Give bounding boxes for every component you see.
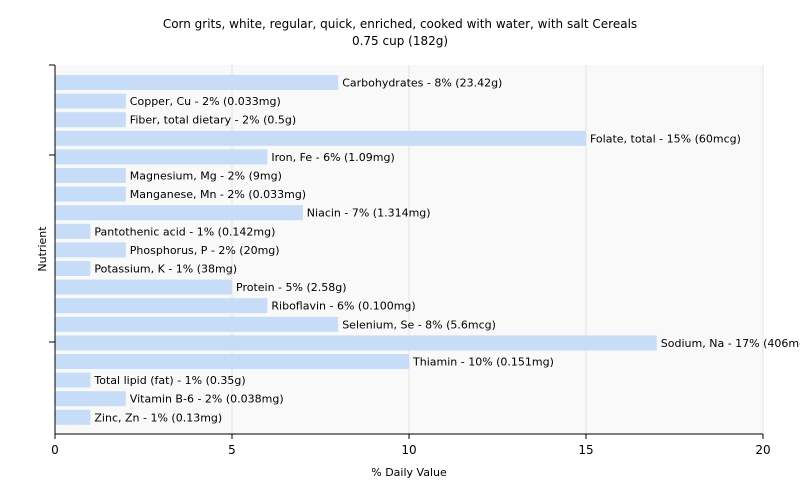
y-axis-label: Nutrient (36, 226, 49, 272)
chart-title: Corn grits, white, regular, quick, enric… (163, 17, 637, 31)
bar (55, 223, 91, 239)
bar-label: Copper, Cu - 2% (0.033mg) (130, 95, 281, 108)
x-tick-label: 10 (401, 443, 416, 457)
bar-label: Zinc, Zn - 1% (0.13mg) (94, 411, 222, 424)
bar-label: Niacin - 7% (1.314mg) (307, 207, 431, 220)
bar (55, 168, 126, 183)
bar (55, 261, 91, 276)
bar (55, 372, 91, 388)
bar (55, 205, 303, 221)
bar (55, 75, 339, 90)
bar-label: Riboflavin - 6% (0.100mg) (271, 300, 415, 313)
bar (55, 130, 586, 146)
x-tick-label: 0 (51, 443, 59, 457)
bar-label: Selenium, Se - 8% (5.6mcg) (342, 318, 496, 331)
bar-label: Carbohydrates - 8% (23.42g) (342, 77, 502, 90)
bar (55, 186, 126, 202)
bar-label: Vitamin B-6 - 2% (0.038mg) (130, 393, 284, 406)
bar-label: Potassium, K - 1% (38mg) (94, 263, 237, 276)
axes: 0 5 10 15 20 (49, 64, 771, 457)
bar-label: Total lipid (fat) - 1% (0.35g) (93, 374, 245, 387)
bar-label: Iron, Fe - 6% (1.09mg) (271, 151, 394, 164)
bar (55, 279, 232, 295)
bar-label: Protein - 5% (2.58g) (236, 281, 347, 294)
grid-lines (231, 65, 764, 434)
x-axis-label: % Daily Value (371, 466, 447, 479)
bar (55, 316, 339, 332)
bar (55, 112, 126, 128)
bar (55, 354, 409, 369)
bar (55, 242, 126, 258)
bar (55, 149, 268, 165)
x-tick-label: 20 (755, 443, 770, 457)
x-tick-label: 15 (578, 443, 593, 457)
bar-label: Fiber, total dietary - 2% (0.5g) (130, 114, 296, 127)
bar (55, 409, 91, 425)
chart-subtitle: 0.75 cup (182g) (352, 34, 448, 48)
bar (55, 391, 126, 407)
bar-label: Manganese, Mn - 2% (0.033mg) (130, 188, 306, 201)
bar (55, 335, 657, 351)
bar (55, 93, 126, 109)
bar-label: Folate, total - 15% (60mcg) (590, 132, 741, 145)
bar (55, 298, 268, 314)
x-tick-label: 5 (228, 443, 236, 457)
bar-label: Thiamin - 10% (0.151mg) (412, 356, 554, 369)
bar-label: Phosphorus, P - 2% (20mg) (130, 244, 280, 257)
bar-label: Pantothenic acid - 1% (0.142mg) (94, 225, 275, 238)
bar-label: Sodium, Na - 17% (406mg) (661, 337, 800, 350)
bar-label: Magnesium, Mg - 2% (9mg) (130, 170, 282, 183)
bars: Carbohydrates - 8% (23.42g) Copper, Cu - … (55, 75, 800, 425)
